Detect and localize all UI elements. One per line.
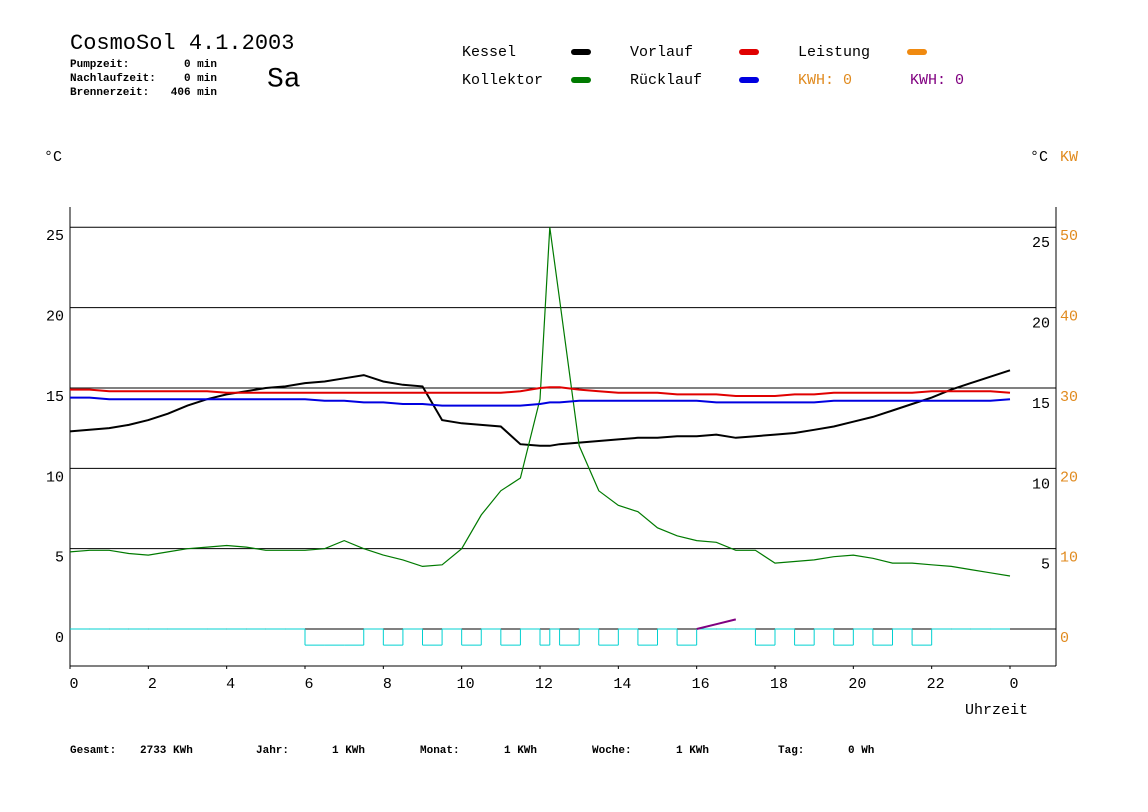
x-tick-label: 16 — [692, 676, 710, 693]
y-tick-label: 20 — [46, 309, 64, 326]
x-tick-label: 18 — [770, 676, 788, 693]
y-tick-label: 25 — [46, 228, 64, 245]
y-tick-label: 15 — [46, 389, 64, 406]
y2-tick-label: 10 — [1060, 550, 1078, 567]
info-value: 0 min — [184, 73, 217, 85]
y-right-tick-label: 25 — [1032, 235, 1050, 252]
footer-value: 1 KWh — [504, 745, 537, 757]
info-label: Pumpzeit: — [70, 59, 129, 71]
y2-axis-label: KW — [1060, 149, 1078, 166]
x-tick-label: 6 — [304, 676, 313, 693]
day-label: Sa — [267, 64, 301, 95]
footer-label: Woche: — [592, 745, 632, 757]
y2-tick-label: 50 — [1060, 228, 1078, 245]
info-value: 406 min — [171, 87, 217, 99]
series-line — [69, 227, 1011, 577]
footer-label: Gesamt: — [70, 745, 116, 757]
x-axis-label: Uhrzeit — [965, 702, 1028, 719]
legend-label: Rücklauf — [630, 72, 702, 89]
x-tick-label: 12 — [535, 676, 553, 693]
y2-tick-label: 40 — [1060, 309, 1078, 326]
x-tick-label: 0 — [1009, 676, 1018, 693]
series-line — [70, 386, 1011, 397]
footer-label: Jahr: — [256, 745, 289, 757]
y-right-tick-label: 20 — [1032, 316, 1050, 333]
x-tick-label: 8 — [383, 676, 392, 693]
series-line — [69, 369, 1011, 447]
x-tick-label: 4 — [226, 676, 235, 693]
footer-label: Monat: — [420, 745, 460, 757]
y2-axis-label-celsius: °C — [1030, 149, 1048, 166]
y-right-tick-label: 10 — [1032, 476, 1050, 493]
series-line — [696, 618, 737, 630]
chart-title: CosmoSol 4.1.2003 — [70, 31, 294, 56]
footer-label: Tag: — [778, 745, 804, 757]
info-label: Brennerzeit: — [70, 87, 149, 99]
x-tick-label: 0 — [69, 676, 78, 693]
y-axis-label: °C — [44, 149, 62, 166]
series-line — [70, 396, 1011, 407]
y-right-tick-label: 5 — [1041, 557, 1050, 574]
legend-label: Kessel — [462, 44, 516, 61]
legend-label: Vorlauf — [630, 44, 693, 61]
x-tick-label: 10 — [457, 676, 475, 693]
info-label: Nachlaufzeit: — [70, 73, 156, 85]
y-right-tick-label: 15 — [1032, 396, 1050, 413]
legend-label: Kollektor — [462, 72, 543, 89]
y-tick-label: 10 — [46, 469, 64, 486]
footer-value: 0 Wh — [848, 745, 874, 757]
kwh-label: KWH: 0 — [910, 72, 964, 89]
y-tick-label: 0 — [55, 630, 64, 647]
kwh-label: KWH: 0 — [798, 72, 852, 89]
x-tick-label: 2 — [148, 676, 157, 693]
legend-label: Leistung — [798, 44, 870, 61]
footer-value: 2733 KWh — [140, 745, 193, 757]
y2-tick-label: 0 — [1060, 630, 1069, 647]
footer-value: 1 KWh — [332, 745, 365, 757]
y2-tick-label: 20 — [1060, 469, 1078, 486]
y-tick-label: 5 — [55, 550, 64, 567]
x-tick-label: 22 — [927, 676, 945, 693]
x-tick-label: 20 — [848, 676, 866, 693]
info-value: 0 min — [184, 59, 217, 71]
y2-tick-label: 30 — [1060, 389, 1078, 406]
footer-value: 1 KWh — [676, 745, 709, 757]
x-tick-label: 14 — [613, 676, 631, 693]
